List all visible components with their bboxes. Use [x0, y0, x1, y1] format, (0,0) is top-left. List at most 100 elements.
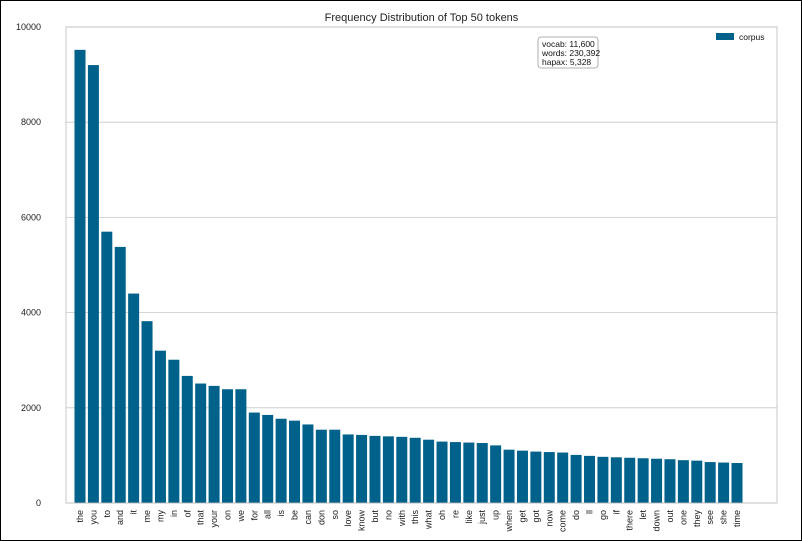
x-tick-label: do	[571, 510, 581, 520]
x-tick-label: me	[142, 510, 152, 523]
bar-we	[235, 389, 247, 503]
x-tick-label: to	[102, 510, 112, 518]
bar-for	[248, 412, 260, 503]
bar-on	[221, 389, 233, 503]
bar-one	[677, 460, 689, 503]
y-tick-label: 6000	[21, 212, 41, 222]
x-tick-label: love	[343, 510, 353, 527]
bar-you	[87, 65, 99, 503]
x-tick-label: when	[504, 510, 514, 533]
x-tick-label: got	[531, 510, 541, 523]
x-tick-label: come	[558, 510, 568, 532]
x-tick-label: for	[249, 510, 259, 521]
x-tick-label: down	[652, 510, 662, 532]
bar-time	[731, 463, 743, 503]
bar-get	[516, 450, 528, 503]
bar-love	[342, 434, 354, 503]
bar-but	[369, 435, 381, 503]
x-tick-label: that	[196, 510, 206, 526]
bar-your	[208, 385, 220, 503]
bar-now	[543, 452, 555, 503]
bar-is	[275, 418, 287, 503]
x-tick-label: no	[383, 510, 393, 520]
x-tick-label: with	[397, 510, 407, 527]
bar-up	[490, 445, 502, 503]
bar-of	[181, 375, 193, 503]
y-tick-label: 10000	[16, 22, 41, 32]
bar-to	[101, 231, 113, 503]
legend-swatch	[716, 33, 734, 40]
bar-no	[382, 436, 394, 503]
bar-got	[530, 451, 542, 503]
x-tick-label: what	[424, 510, 434, 531]
y-tick-labels: 0 2000 4000 6000 8000 10000	[16, 22, 41, 508]
chart-title: Frequency Distribution of Top 50 tokens	[325, 12, 519, 24]
x-tick-label: if	[611, 510, 621, 515]
x-tick-label: it	[129, 510, 139, 515]
x-tick-label: the	[75, 510, 85, 523]
x-tick-label: oh	[437, 510, 447, 520]
bar-my	[154, 350, 166, 503]
x-tick-label: in	[169, 510, 179, 517]
bars	[74, 49, 743, 504]
bar-and	[114, 246, 126, 504]
plot-border	[65, 26, 778, 504]
bar-just	[476, 443, 488, 503]
x-tick-label: know	[357, 510, 367, 532]
x-tick-label: be	[290, 510, 300, 520]
bar-ll	[584, 455, 596, 503]
bar-when	[503, 449, 515, 503]
x-tick-label: so	[330, 510, 340, 520]
y-tick-label: 2000	[21, 403, 41, 413]
x-tick-labels: the you to and it me my in of that your on we for all i…	[75, 510, 742, 533]
x-tick-label: there	[625, 510, 635, 531]
x-tick-label: this	[410, 510, 420, 525]
legend-label: corpus	[739, 32, 765, 42]
x-tick-label: they	[692, 510, 702, 528]
x-tick-label: can	[303, 510, 313, 525]
bar-see	[704, 462, 716, 503]
bar-can	[302, 424, 314, 503]
bar-she	[718, 462, 730, 503]
bar-re	[449, 442, 461, 503]
y-tick-label: 0	[36, 498, 41, 508]
x-tick-label: on	[222, 510, 232, 520]
x-tick-label: my	[155, 510, 165, 522]
annotation-box: vocab: 11,600 words: 230,392 hapax: 5,32…	[537, 36, 600, 69]
bar-this	[409, 437, 421, 503]
x-tick-label: let	[638, 510, 648, 520]
x-tick-label: of	[182, 510, 192, 518]
bar-that	[195, 383, 207, 503]
bar-don	[315, 429, 327, 503]
bar-it	[128, 293, 140, 503]
bar-all	[262, 414, 274, 503]
x-tick-label: just	[477, 510, 487, 526]
y-tick-label: 8000	[21, 117, 41, 127]
bar-like	[463, 442, 475, 503]
x-tick-label: you	[88, 510, 98, 525]
bar-in	[168, 359, 180, 503]
y-tick-label: 4000	[21, 308, 41, 318]
x-tick-label: all	[263, 510, 273, 519]
bar-if	[610, 457, 622, 503]
x-tick-label: one	[678, 510, 688, 525]
x-tick-label: out	[665, 510, 675, 523]
bar-do	[570, 454, 582, 503]
bar-out	[664, 459, 676, 503]
x-tick-label: see	[705, 510, 715, 525]
bar-know	[356, 434, 368, 503]
x-tick-label: your	[209, 510, 219, 528]
bar-down	[651, 458, 663, 503]
x-tick-label: up	[491, 510, 501, 520]
x-tick-label: we	[236, 510, 246, 523]
annotation-vocab: vocab: 11,600	[542, 39, 595, 49]
bar-let	[637, 458, 649, 503]
x-tick-label: get	[517, 510, 527, 523]
x-tick-label: time	[732, 510, 742, 527]
x-tick-label: re	[450, 510, 460, 518]
x-tick-label: and	[115, 510, 125, 525]
bar-with	[396, 436, 408, 503]
bar-the	[74, 49, 86, 504]
x-tick-label: go	[598, 510, 608, 520]
